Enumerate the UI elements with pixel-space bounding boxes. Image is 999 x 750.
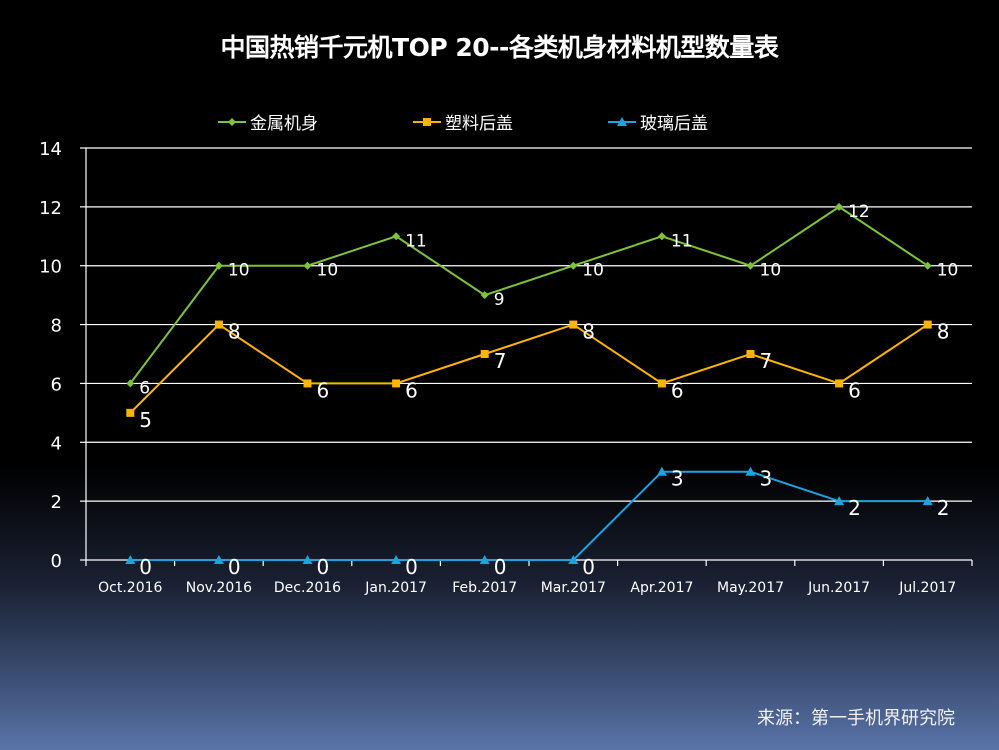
data-point [568,555,579,564]
data-label: 0 [494,555,507,579]
legend-label: 金属机身 [250,114,318,134]
data-label: 6 [405,378,418,402]
data-label: 11 [671,231,693,251]
legend-marker [617,117,627,126]
x-tick-label: Jan.2017 [364,580,427,596]
data-label: 0 [317,555,330,579]
data-point [657,379,666,388]
data-point [302,555,313,564]
data-point [214,261,223,270]
data-point [213,555,224,564]
data-label: 2 [937,496,950,520]
legend-marker [423,118,431,126]
data-point [923,320,932,329]
data-point [746,261,755,270]
data-label: 0 [405,555,418,579]
data-label: 7 [760,349,773,373]
data-point [126,408,135,417]
y-tick-label: 10 [39,257,62,278]
data-label: 8 [937,320,950,344]
y-tick-label: 0 [51,551,62,572]
y-tick-label: 4 [51,433,62,454]
data-point [835,379,844,388]
data-label: 10 [937,261,959,281]
legend-marker [228,118,236,126]
data-label: 9 [494,290,505,310]
data-point [391,555,402,564]
x-tick-label: May.2017 [717,580,784,596]
data-label: 11 [405,231,427,251]
x-tick-label: Apr.2017 [630,580,693,596]
y-tick-label: 2 [51,492,62,513]
data-point [745,466,756,476]
data-label: 3 [760,467,773,491]
data-point [657,232,666,241]
source-note: 来源：第一手机界研究院 [757,708,955,729]
data-point [834,496,845,506]
data-label: 2 [848,496,861,520]
data-label: 10 [317,261,339,281]
data-point [392,232,401,241]
y-tick-label: 12 [39,198,62,219]
data-point [303,379,312,388]
x-tick-label: Dec.2016 [274,580,341,596]
data-label: 6 [671,378,684,402]
data-label: 3 [671,467,684,491]
data-point [392,379,401,388]
x-tick-label: Feb.2017 [452,580,517,596]
data-label: 6 [139,378,150,398]
data-label: 6 [848,378,861,402]
data-label: 5 [139,408,152,432]
data-point [746,350,755,358]
series-line [130,470,928,561]
data-label: 8 [228,320,241,344]
data-point [126,379,135,388]
data-label: 6 [317,378,330,402]
data-point [214,320,223,329]
data-label: 8 [582,320,595,344]
data-label: 0 [139,555,152,579]
data-point [922,496,933,506]
data-label: 0 [228,555,241,579]
data-point [125,555,136,564]
data-label: 12 [848,202,870,222]
x-tick-label: Nov.2016 [186,580,252,596]
chart-title: 中国热销千元机TOP 20--各类机身材料机型数量表 [220,33,779,62]
data-label: 7 [494,349,507,373]
data-label: 10 [582,261,604,281]
x-tick-label: Jun.2017 [807,580,870,596]
legend-label: 塑料后盖 [445,114,513,134]
data-point [923,261,932,270]
data-point [480,291,489,300]
y-tick-label: 8 [51,316,62,337]
series-line [129,205,929,385]
x-tick-label: Mar.2017 [541,580,606,596]
data-label: 0 [582,555,595,579]
data-label: 10 [760,261,782,281]
y-tick-label: 14 [39,139,62,160]
data-point [569,320,578,329]
legend-label: 玻璃后盖 [640,114,708,134]
data-point [835,202,844,211]
data-label: 10 [228,261,250,281]
data-point [303,261,312,270]
data-point [656,466,667,476]
y-tick-label: 6 [51,374,62,395]
x-tick-label: Oct.2016 [98,580,162,596]
data-point [569,261,578,270]
data-point [479,555,490,564]
x-tick-label: Jul.2017 [898,580,956,596]
series-line [129,323,929,414]
data-point [480,350,489,358]
